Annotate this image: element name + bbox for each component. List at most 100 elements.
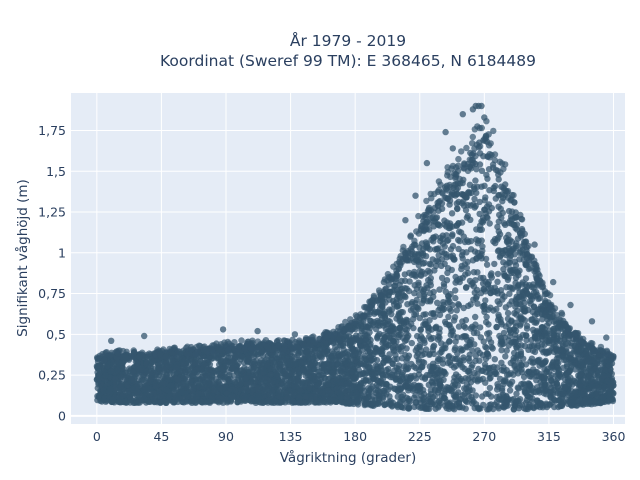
scatter-point	[402, 293, 409, 301]
scatter-point	[443, 232, 450, 239]
scatter-point	[421, 375, 429, 382]
scatter-point	[507, 266, 514, 273]
scatter-point	[333, 346, 341, 353]
scatter-point	[138, 364, 145, 371]
scatter-point	[520, 295, 527, 302]
scatter-point	[216, 378, 223, 386]
scatter-point	[555, 346, 562, 353]
scatter-point	[95, 375, 103, 382]
scatter-point	[284, 372, 291, 379]
scatter-point	[423, 282, 430, 289]
scatter-point	[506, 259, 514, 266]
scatter-point	[256, 374, 263, 381]
scatter-point	[497, 287, 505, 294]
scatter-point	[307, 393, 314, 400]
scatter-point	[470, 296, 477, 303]
scatter-point	[366, 363, 373, 371]
scatter-point	[342, 349, 349, 357]
scatter-point	[378, 371, 386, 378]
scatter-point	[349, 338, 356, 345]
scatter-point	[462, 324, 469, 331]
scatter-point	[343, 394, 351, 401]
scatter-point	[337, 394, 344, 401]
scatter-point	[407, 374, 414, 381]
scatter-point	[605, 362, 613, 369]
scatter-point	[248, 395, 255, 403]
scatter-point	[560, 364, 567, 371]
scatter-point	[452, 338, 459, 345]
scatter-point	[459, 392, 466, 399]
scatter-point	[481, 308, 488, 316]
scatter-point	[479, 280, 487, 287]
scatter-point	[438, 348, 445, 356]
scatter-point	[416, 291, 423, 298]
scatter-point	[438, 274, 446, 282]
scatter-point	[535, 387, 542, 394]
scatter-point	[150, 389, 157, 397]
scatter-point	[435, 221, 442, 228]
scatter-point	[445, 236, 452, 244]
scatter-point	[586, 372, 593, 380]
scatter-point	[442, 387, 449, 395]
scatter-point	[464, 189, 471, 197]
scatter-point	[500, 329, 508, 337]
scatter-point	[380, 331, 387, 339]
scatter-point	[470, 269, 478, 276]
scatter-point	[93, 363, 101, 370]
scatter-point	[124, 382, 131, 389]
scatter-point	[503, 367, 510, 374]
scatter-point	[423, 240, 431, 248]
scatter-point	[234, 398, 241, 405]
scatter-point	[506, 236, 514, 244]
scatter-point	[453, 200, 460, 207]
scatter-point	[157, 393, 164, 400]
scatter-point	[339, 365, 347, 372]
scatter-point	[403, 285, 410, 292]
scatter-point	[472, 202, 479, 210]
scatter-point	[430, 309, 437, 317]
scatter-point	[462, 316, 470, 324]
scatter-point	[449, 252, 456, 259]
scatter-point	[410, 394, 418, 401]
scatter-point	[494, 278, 501, 285]
scatter-point	[507, 381, 514, 388]
scatter-point	[513, 344, 520, 351]
scatter-point	[434, 299, 441, 306]
scatter-point	[385, 356, 393, 364]
scatter-point	[580, 363, 587, 371]
scatter-point	[502, 304, 509, 311]
scatter-point	[374, 363, 381, 370]
scatter-point	[443, 251, 450, 258]
scatter-point	[400, 404, 407, 411]
scatter-point	[279, 384, 287, 391]
scatter-point	[199, 373, 206, 381]
scatter-point	[521, 299, 528, 307]
scatter-point	[427, 368, 435, 375]
scatter-point	[498, 367, 505, 374]
scatter-point	[554, 335, 561, 342]
scatter-point	[419, 335, 426, 342]
scatter-point	[413, 296, 420, 304]
scatter-point	[465, 302, 472, 310]
scatter-point	[576, 383, 583, 391]
scatter-point	[361, 352, 368, 360]
scatter-point	[497, 319, 505, 326]
scatter-point	[216, 361, 223, 368]
chart-title-line-2: Koordinat (Sweref 99 TM): E 368465, N 61…	[160, 52, 536, 70]
scatter-point	[441, 243, 448, 250]
scatter-point	[386, 327, 393, 335]
scatter-point	[486, 220, 493, 227]
scatter-point	[211, 387, 218, 394]
scatter-point	[433, 257, 440, 265]
scatter-point	[449, 242, 457, 250]
scatter-point	[501, 293, 508, 300]
scatter-point	[436, 384, 443, 391]
scatter-point	[496, 332, 503, 340]
scatter-point	[519, 331, 527, 339]
scatter-point	[214, 354, 221, 361]
scatter-point	[413, 344, 421, 352]
scatter-point	[291, 383, 298, 390]
scatter-point	[182, 369, 189, 376]
scatter-point	[474, 371, 481, 378]
scatter-point	[496, 231, 504, 238]
